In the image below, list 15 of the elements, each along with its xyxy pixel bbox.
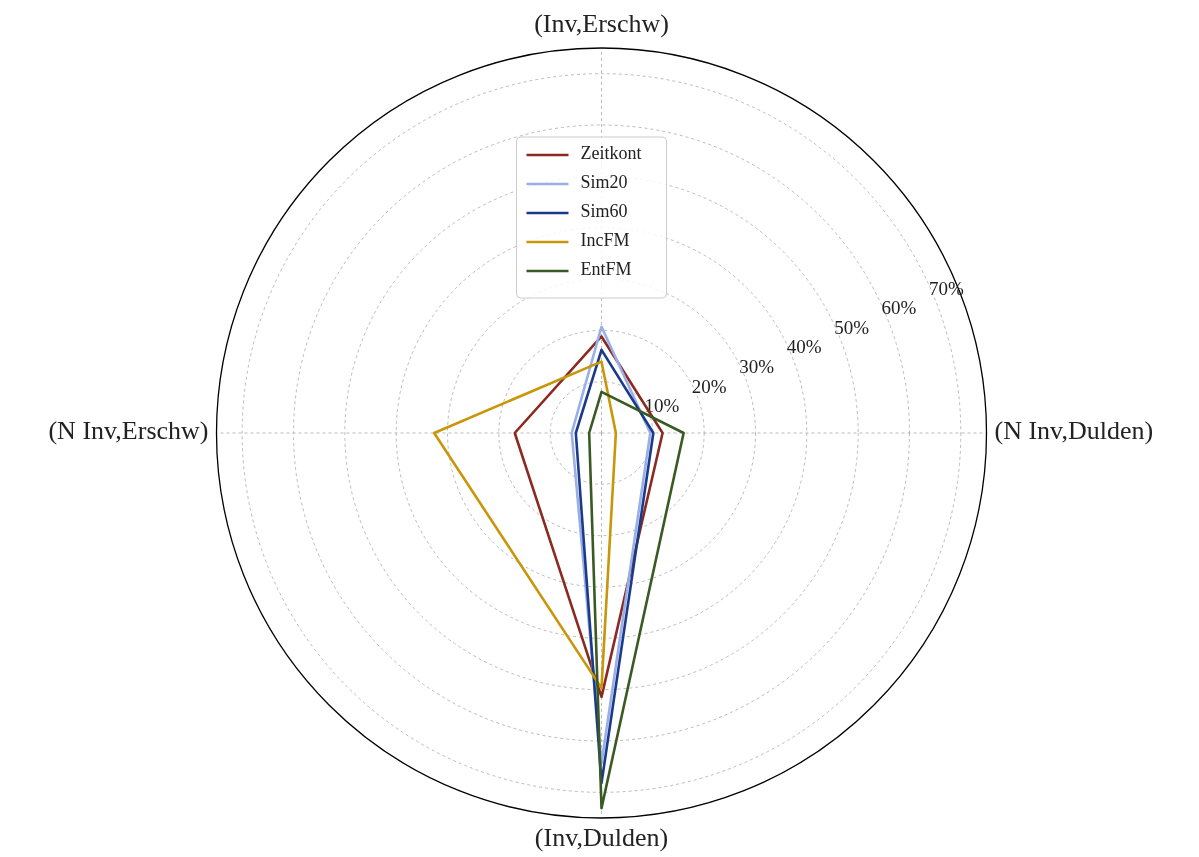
y-tick-label: 10% xyxy=(644,395,680,417)
spoke-label: (N Inv,Dulden) xyxy=(994,415,1154,445)
legend-label: IncFM xyxy=(580,230,630,251)
legend-label: EntFM xyxy=(580,259,632,280)
y-tick-label: 40% xyxy=(786,336,822,358)
legend-label: Sim60 xyxy=(580,201,628,222)
spoke-label: (Inv,Erschw) xyxy=(534,8,669,38)
spoke-label: (Inv,Dulden) xyxy=(534,822,669,852)
y-tick-label: 20% xyxy=(691,375,727,397)
y-tick-label: 60% xyxy=(881,297,917,319)
y-tick-label: 50% xyxy=(834,316,870,338)
legend-label: Sim20 xyxy=(580,172,628,193)
spoke-label: (N Inv,Erschw) xyxy=(48,415,209,445)
y-tick-label: 30% xyxy=(739,356,775,378)
legend-label: Zeitkont xyxy=(580,143,642,164)
